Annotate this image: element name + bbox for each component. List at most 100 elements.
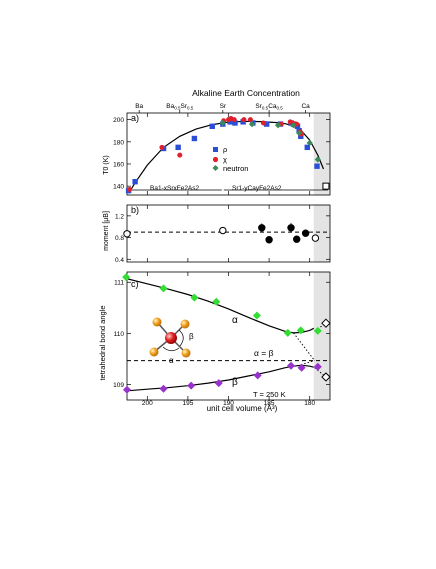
moment-point: [301, 229, 310, 237]
moment-open-point: [311, 234, 320, 242]
tc-point-chi: [247, 117, 253, 123]
panel-a-ylabel: T0 (K): [103, 155, 110, 174]
arsenic-atom-icon: [181, 348, 191, 358]
arsenic-atom-icon: [180, 319, 190, 329]
angle-open-marker: [321, 318, 331, 328]
alpha-point: [296, 326, 305, 335]
y-tick-label-a: 200: [113, 117, 124, 124]
tc-point-neutron: [290, 122, 297, 129]
beta-point: [313, 362, 322, 371]
tc-open-marker: [322, 182, 330, 190]
tc-point-neutron: [248, 120, 256, 128]
x-tick-label: 200: [142, 400, 153, 407]
y-tick-label-a: 140: [113, 184, 124, 191]
arsenic-atom-icon: [149, 347, 159, 357]
iron-atom-icon: [165, 332, 177, 344]
shaded-region-c: [313, 272, 330, 400]
tc-point-neutron: [274, 122, 282, 129]
tc-point-rho: [175, 144, 181, 151]
tc-point-chi: [177, 152, 183, 158]
shaded-region-b: [313, 205, 330, 262]
y-tick-label-c: 110: [114, 331, 125, 338]
tc-point-neutron: [296, 129, 303, 137]
legend: ρ χ neutron: [212, 145, 248, 173]
diagram-alpha-label: α: [169, 356, 174, 365]
panel-b-ylabel: moment [μB]: [103, 211, 110, 251]
top-composition-label: Ba0.5Sr0.5: [166, 103, 193, 111]
extrapolation-line: [297, 360, 315, 367]
beta-point: [123, 385, 131, 394]
panel-c-ylabel: tetrahedral bond angle: [98, 305, 107, 380]
top-composition-label: Sr: [220, 103, 227, 110]
beta-label: β: [232, 377, 238, 388]
y-tick-label-b: 0.8: [115, 235, 124, 242]
region-label-sr-ca: Sr1-yCayFe2As2: [232, 185, 282, 192]
beta-point: [187, 381, 196, 390]
x-tick-label: 190: [223, 400, 234, 407]
moment-open-point: [219, 226, 227, 235]
tc-point-rho: [132, 179, 138, 185]
extrapolation-line: [293, 332, 315, 361]
y-tick-label-b: 0.4: [115, 257, 124, 264]
beta-point: [214, 379, 223, 388]
alpha-point: [252, 311, 261, 320]
x-tick-label: 185: [264, 400, 275, 407]
top-composition-label: Ba: [135, 103, 143, 110]
shaded-region-a: [313, 113, 330, 195]
tc-point-rho: [263, 121, 270, 127]
tc-point-neutron: [314, 156, 321, 163]
alpha-point: [190, 293, 199, 302]
alpha-point: [159, 284, 168, 293]
y-tick-label-c: 109: [113, 382, 124, 389]
moment-point: [265, 236, 273, 244]
tetrahedron-bond-diagram: α β: [149, 317, 194, 365]
beta-point: [159, 384, 168, 393]
alpha-point: [122, 273, 131, 282]
tc-point-rho: [314, 163, 320, 169]
tc-point-chi: [126, 186, 132, 192]
legend-rho-marker: [213, 147, 218, 152]
tc-point-rho: [304, 144, 310, 151]
y-tick-label-a: 180: [113, 139, 124, 146]
panel-c-label: c): [131, 279, 139, 289]
tc-point-rho: [232, 120, 238, 126]
alpha-label: α: [232, 315, 238, 326]
panel-b-label: b): [131, 205, 139, 215]
arsenic-atom-icon: [152, 317, 162, 327]
angle-open-marker: [321, 372, 331, 382]
moment-open-point: [123, 230, 131, 238]
tc-point-chi: [159, 144, 165, 150]
x-tick-label: 195: [182, 400, 193, 407]
legend-neutron-label: neutron: [223, 164, 248, 173]
figure-title: Alkaline Earth Concentration: [192, 88, 300, 98]
legend-chi-label: χ: [223, 155, 227, 164]
y-tick-label-c: 111: [114, 280, 124, 287]
tc-point-neutron: [219, 119, 226, 127]
y-tick-label-a: 160: [113, 161, 124, 168]
alpha-equals-beta-label: α = β: [254, 348, 274, 358]
tc-point-neutron: [306, 139, 313, 147]
temperature-label: T = 250 K: [253, 390, 286, 399]
x-axis-label: unit cell volume (Å³): [207, 404, 278, 413]
alpha-point: [283, 328, 292, 337]
tc-point-rho: [209, 123, 215, 129]
region-label-ba-sr: Ba1-xSrxFe2As2: [150, 185, 200, 192]
panel-a-label: a): [131, 113, 139, 123]
alpha-point: [212, 297, 221, 306]
tc-point-chi: [231, 117, 237, 123]
legend-chi-marker: [212, 156, 219, 163]
top-composition-label: Sr0.5Ca0.5: [255, 103, 283, 111]
moment-point: [258, 224, 266, 232]
y-tick-label-b: 1.2: [115, 213, 124, 220]
tc-point-rho: [191, 135, 198, 142]
alpha-point: [313, 326, 322, 335]
top-composition-label: Ca: [301, 103, 310, 110]
extrapolation-line: [314, 367, 327, 378]
moment-point: [287, 224, 295, 232]
x-tick-label: 180: [304, 400, 315, 407]
tc-point-chi: [241, 117, 247, 123]
beta-point: [287, 361, 296, 370]
beta-point: [253, 371, 262, 380]
